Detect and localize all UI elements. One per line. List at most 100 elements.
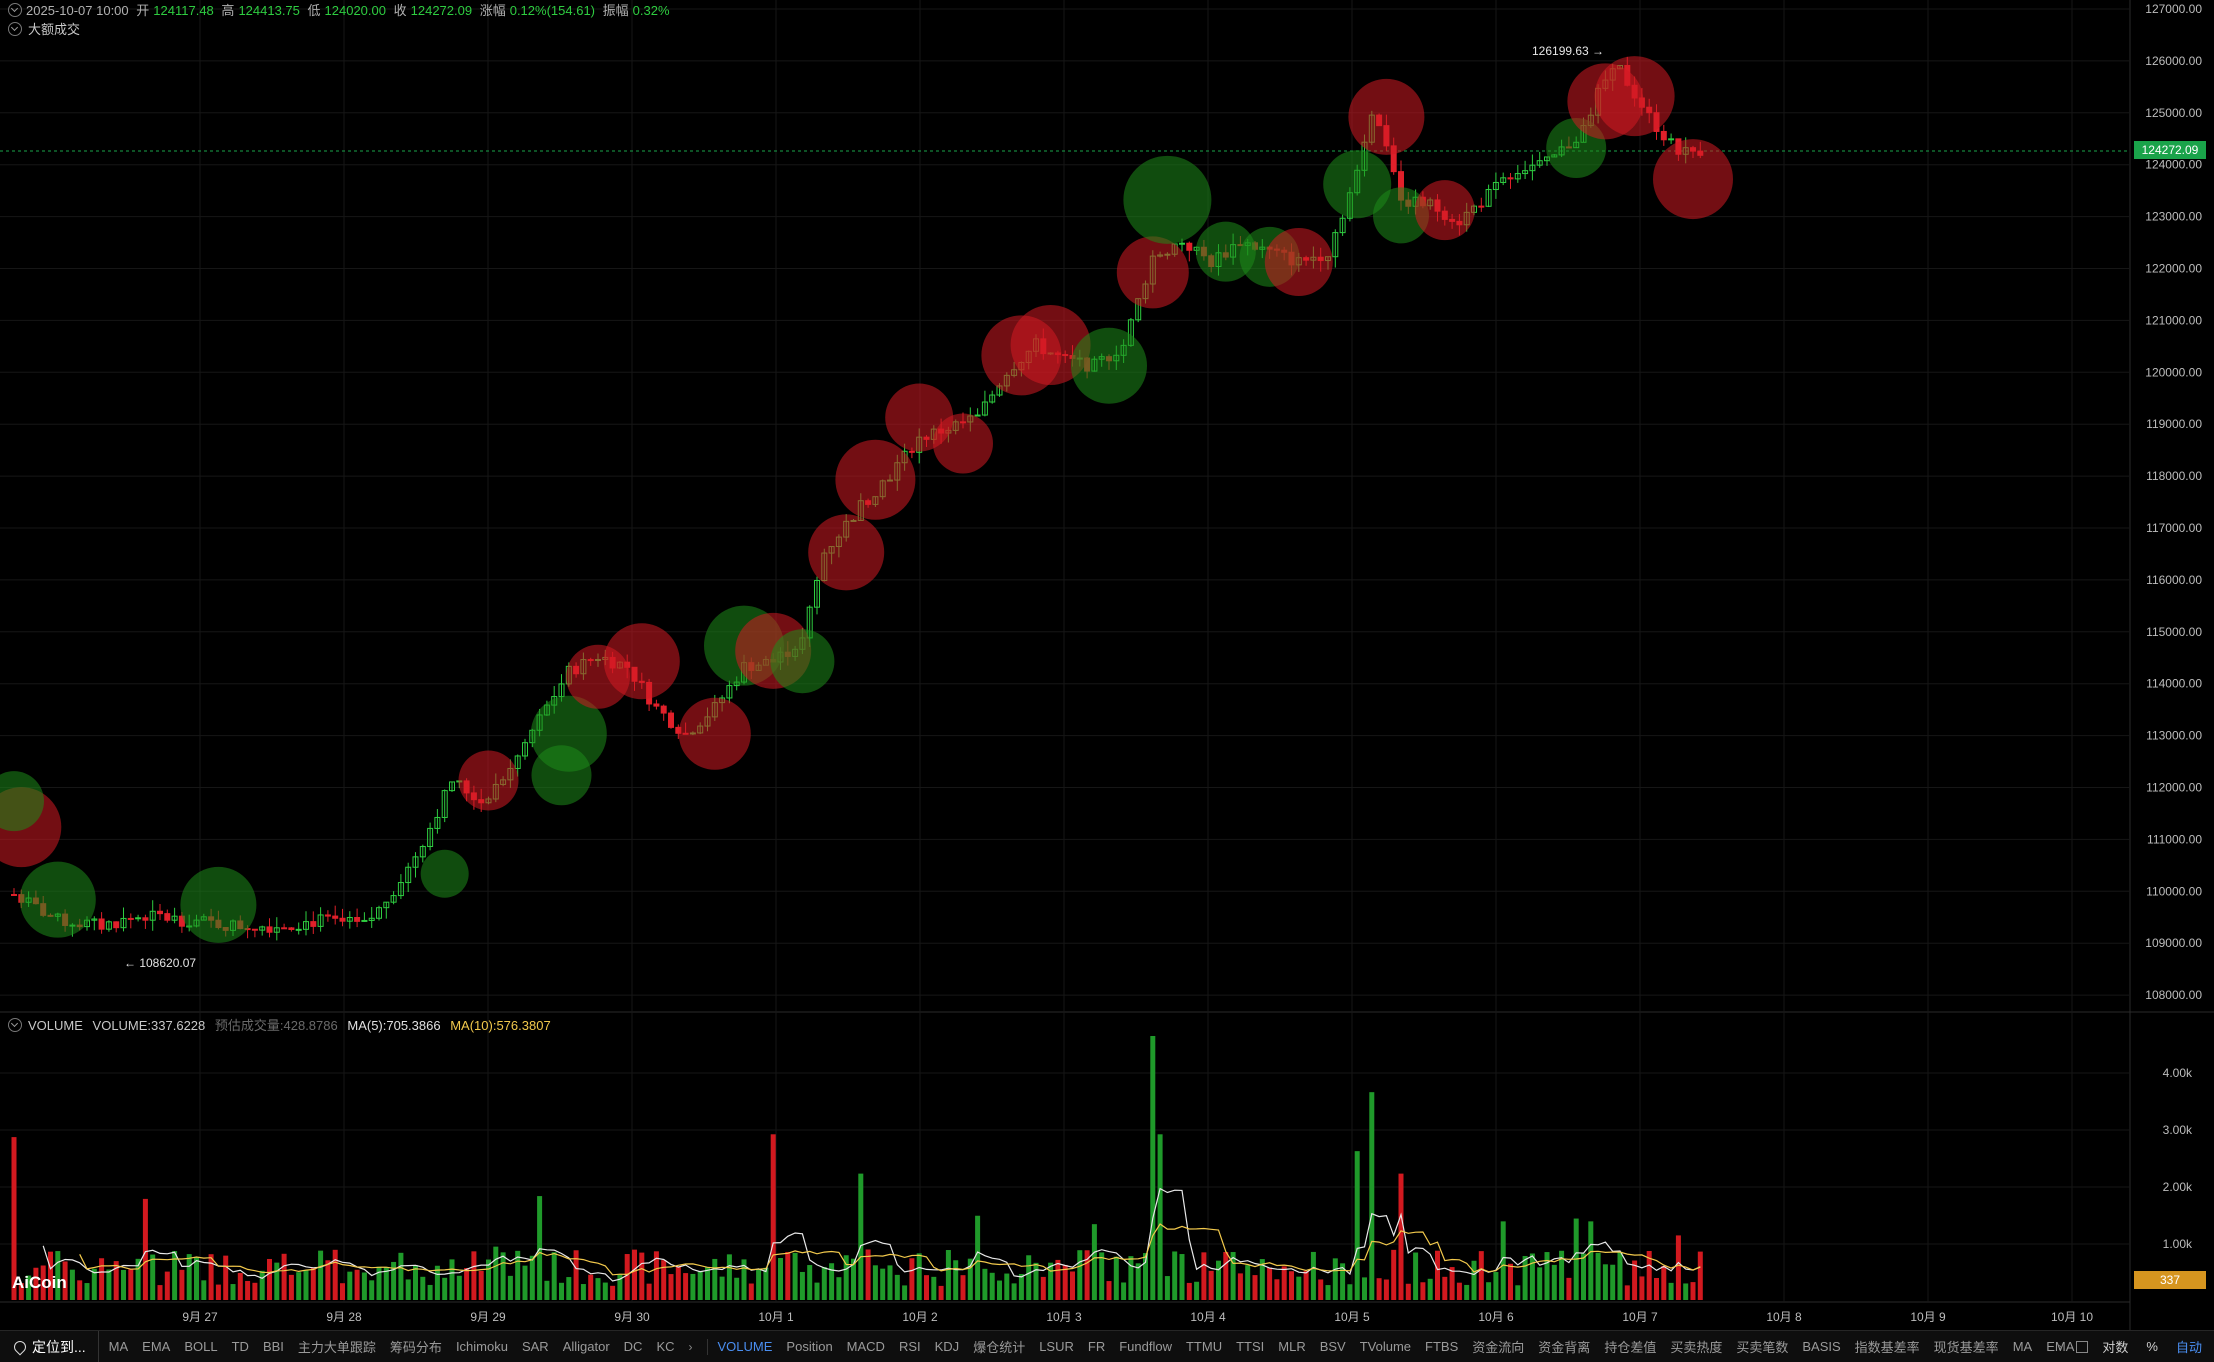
volume-bar (1654, 1277, 1659, 1300)
candle-body (981, 401, 988, 416)
collapse-toggle-icon[interactable] (8, 3, 22, 17)
percent-scale-toggle[interactable]: % (2146, 1339, 2158, 1354)
sub-indicator-7[interactable]: FR (1087, 1339, 1106, 1354)
main-indicator-7[interactable]: Ichimoku (455, 1339, 508, 1354)
volume-bar (1413, 1252, 1419, 1300)
sub-indicator-2[interactable]: MACD (846, 1339, 885, 1354)
sub-indicator-24[interactable]: EMA (2046, 1339, 2075, 1354)
volume-bar (821, 1266, 827, 1300)
volume-bar (1245, 1265, 1251, 1300)
main-indicator-2[interactable]: BOLL (184, 1339, 218, 1354)
price-axis-label: 112000.00 (2146, 781, 2202, 795)
candle-body (135, 917, 142, 920)
volume-bar (1070, 1271, 1075, 1300)
log-scale-toggle[interactable]: 对数 (2102, 1340, 2129, 1355)
volume-bar (230, 1284, 236, 1300)
volume-bar (33, 1267, 39, 1300)
candle-body (397, 882, 404, 897)
candle-body (120, 917, 127, 929)
large-trade-bubble-sell (835, 439, 916, 520)
sub-indicator-20[interactable]: BASIS (1802, 1339, 1841, 1354)
sub-indicator-19[interactable]: 买卖笔数 (1736, 1340, 1789, 1355)
overlay-toggle-icon[interactable] (8, 22, 22, 36)
volume-bar (208, 1254, 214, 1300)
candle-body (127, 917, 134, 920)
sub-indicator-9[interactable]: TTMU (1185, 1339, 1223, 1354)
candle-body (726, 685, 733, 699)
main-indicator-1[interactable]: EMA (142, 1339, 171, 1354)
main-indicator-8[interactable]: SAR (521, 1339, 549, 1354)
auto-scale-toggle[interactable]: 自动 (2175, 1340, 2202, 1355)
date-axis-label: 10月 5 (1334, 1310, 1370, 1324)
date-axis-label: 9月 27 (182, 1310, 218, 1324)
volume-estimate: 预估成交量:428.8786 (214, 1018, 338, 1033)
sub-indicator-1[interactable]: Position (786, 1339, 833, 1354)
sub-indicator-21[interactable]: 指数基差率 (1854, 1340, 1920, 1355)
main-indicator-11[interactable]: KC (656, 1339, 675, 1354)
sub-indicator-18[interactable]: 买卖热度 (1670, 1340, 1723, 1355)
volume-bar (1230, 1252, 1236, 1300)
candle-body (1500, 177, 1507, 183)
volume-legend[interactable]: VOLUME VOLUME:337.6228 预估成交量:428.8786 MA… (8, 1015, 557, 1034)
sub-indicator-10[interactable]: TTSI (1236, 1339, 1265, 1354)
main-indicator-10[interactable]: DC (623, 1339, 643, 1354)
main-indicator-3[interactable]: TD (231, 1339, 249, 1354)
candle-body (11, 894, 17, 896)
candle-body (105, 921, 112, 930)
edit-icon[interactable] (2076, 1340, 2089, 1353)
date-axis-label: 10月 10 (2051, 1310, 2093, 1324)
volume-bar (1208, 1270, 1214, 1300)
price-axis-label: 127000.00 (2145, 2, 2202, 16)
volume-bar (1004, 1273, 1010, 1300)
main-indicator-9[interactable]: Alligator (562, 1339, 610, 1354)
volume-bar (128, 1269, 134, 1300)
volume-bar (1362, 1277, 1367, 1300)
volume-bar (814, 1282, 820, 1300)
chevron-right-icon[interactable]: › (2058, 1339, 2063, 1354)
candle-body (339, 917, 346, 922)
sub-indicator-13[interactable]: TVolume (1359, 1339, 1412, 1354)
sub-indicator-4[interactable]: KDJ (934, 1339, 960, 1354)
sub-indicator-16[interactable]: 资金背离 (1538, 1340, 1591, 1355)
volume-bar (1223, 1251, 1229, 1300)
volume-bar (1595, 1252, 1601, 1300)
sub-indicator-6[interactable]: LSUR (1039, 1339, 1074, 1354)
volume-bar (1588, 1221, 1594, 1300)
volume-bar (902, 1285, 908, 1300)
volume-bar (434, 1265, 440, 1300)
volume-bar (741, 1259, 747, 1300)
sub-indicator-5[interactable]: 爆仓统计 (973, 1340, 1026, 1355)
main-indicator-6[interactable]: 筹码分布 (389, 1340, 442, 1355)
sub-indicator-11[interactable]: MLR (1278, 1339, 1306, 1354)
sub-indicator-12[interactable]: BSV (1319, 1339, 1346, 1354)
sub-indicator-14[interactable]: FTBS (1425, 1339, 1459, 1354)
sub-indicator-15[interactable]: 资金流向 (1472, 1340, 1525, 1355)
main-indicator-4[interactable]: BBI (262, 1339, 284, 1354)
sub-indicator-3[interactable]: RSI (898, 1339, 921, 1354)
large-trade-overlay-legend[interactable]: 大额成交 (8, 19, 80, 38)
candle-body (405, 866, 412, 884)
volume-bar (1084, 1250, 1090, 1300)
volume-bar (916, 1253, 922, 1300)
candle-body (1660, 130, 1667, 141)
volume-bar (829, 1263, 835, 1300)
locate-button[interactable]: 定位到... (0, 1331, 99, 1362)
price-axis-label: 116000.00 (2146, 573, 2202, 587)
sub-indicator-23[interactable]: MA (2012, 1339, 2033, 1354)
main-indicator-5[interactable]: 主力大单跟踪 (297, 1340, 376, 1355)
large-trade-bubble-sell (1264, 228, 1333, 297)
chevron-right-icon[interactable]: › (688, 1339, 693, 1354)
sub-indicator-17[interactable]: 持仓差值 (1604, 1340, 1657, 1355)
sub-indicator-0[interactable]: VOLUME (717, 1339, 773, 1354)
volume-bar (551, 1252, 557, 1300)
candle-body (310, 921, 317, 927)
candle-body (361, 919, 368, 922)
sub-indicator-22[interactable]: 现货基差率 (1933, 1340, 1999, 1355)
main-indicator-0[interactable]: MA (108, 1339, 129, 1354)
candlestick-chart[interactable]: 127000.00 126000.00 125000.00 124000.00 1230… (0, 0, 2214, 1330)
candle-body (412, 856, 419, 868)
sub-indicator-8[interactable]: Fundflow (1119, 1339, 1172, 1354)
volume-bar (1186, 1282, 1192, 1300)
volume-toggle-icon[interactable] (8, 1018, 22, 1032)
large-trade-bubble-buy (1123, 155, 1212, 244)
